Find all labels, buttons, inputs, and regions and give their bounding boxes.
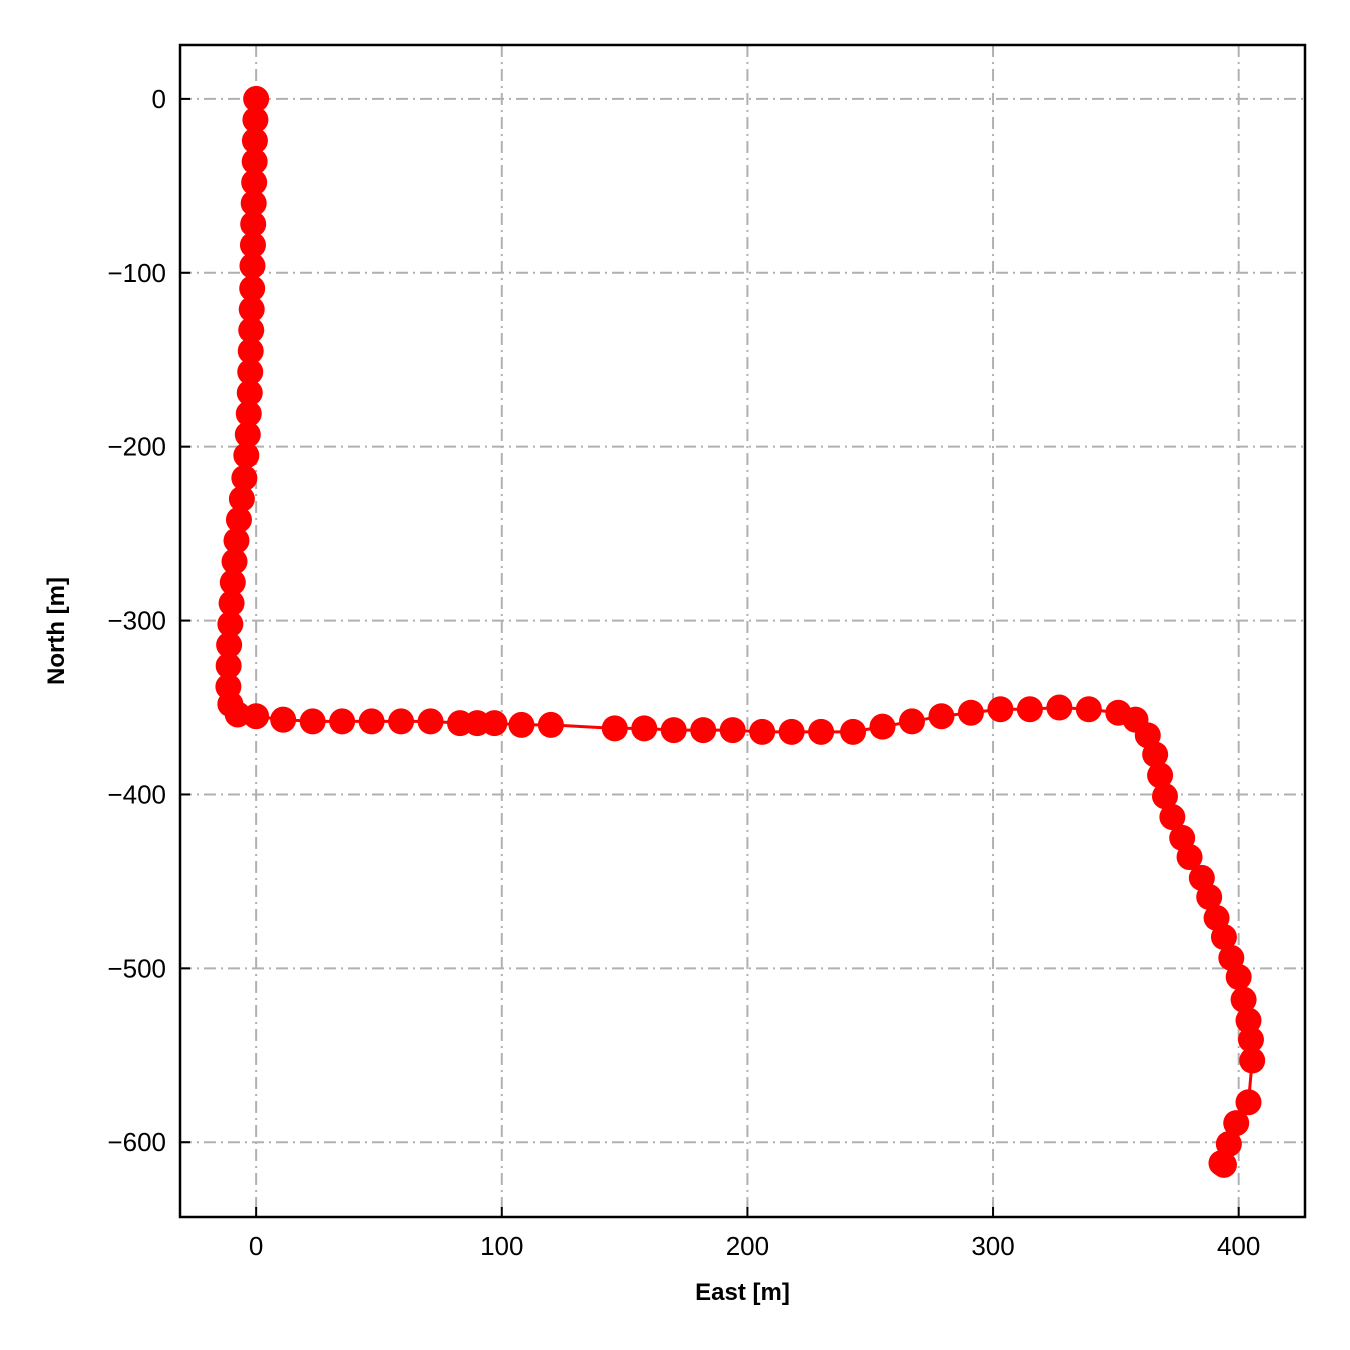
data-point [749, 718, 776, 745]
data-point [241, 127, 268, 154]
data-point [957, 699, 984, 726]
data-point [1147, 762, 1174, 789]
data-point [228, 485, 255, 512]
data-point [1210, 924, 1237, 951]
data-point [1075, 696, 1102, 723]
data-point [987, 696, 1014, 723]
data-series [215, 85, 1266, 1178]
data-point [242, 106, 269, 133]
data-point [241, 169, 268, 196]
data-point [241, 148, 268, 175]
data-point [928, 703, 955, 730]
data-point [234, 421, 261, 448]
data-point [223, 527, 250, 554]
data-point [1208, 1150, 1235, 1177]
data-point [481, 710, 508, 737]
data-point [236, 379, 263, 406]
data-point [239, 231, 266, 258]
x-tick-label: 200 [726, 1231, 769, 1261]
data-point [299, 708, 326, 735]
data-point [1159, 804, 1186, 831]
data-point [1235, 1089, 1262, 1116]
data-point [358, 708, 385, 735]
data-point [233, 442, 260, 469]
data-point [601, 715, 628, 742]
data-point [225, 506, 252, 533]
data-point [243, 703, 270, 730]
data-point [1176, 844, 1203, 871]
data-point [270, 706, 297, 733]
data-point [238, 317, 265, 344]
data-point [660, 717, 687, 744]
data-point [1237, 1026, 1264, 1053]
y-tick-label: −200 [107, 432, 166, 462]
data-point [417, 708, 444, 735]
data-point [240, 190, 267, 217]
data-point [1196, 884, 1223, 911]
data-point [537, 711, 564, 738]
y-tick-label: −500 [107, 953, 166, 983]
x-axis-label: East [m] [695, 1279, 790, 1306]
data-point [1223, 1110, 1250, 1137]
y-tick-label: −100 [107, 258, 166, 288]
data-point [216, 631, 243, 658]
data-point [869, 713, 896, 740]
data-point [631, 715, 658, 742]
data-point [1230, 986, 1257, 1013]
gridlines [180, 45, 1305, 1217]
data-point [840, 718, 867, 745]
y-tick-label: −600 [107, 1127, 166, 1157]
y-tick-label: −300 [107, 606, 166, 636]
data-point [1142, 741, 1169, 768]
data-point [1151, 783, 1178, 810]
data-point [243, 85, 270, 112]
data-point [237, 358, 264, 385]
data-point [238, 296, 265, 323]
y-axis-label: North [m] [43, 577, 70, 685]
axis-ticks: 0 100 200 300 400 0 −100 −200 −300 −400 −500 −600 [107, 84, 1260, 1261]
data-point [218, 590, 245, 617]
data-point [219, 569, 246, 596]
data-point [215, 652, 242, 679]
y-tick-label: −400 [107, 779, 166, 809]
data-point [1016, 696, 1043, 723]
x-tick-label: 0 [249, 1231, 263, 1261]
data-point [235, 400, 262, 427]
data-point [690, 717, 717, 744]
data-point [237, 338, 264, 365]
x-tick-label: 100 [480, 1231, 523, 1261]
x-tick-label: 300 [971, 1231, 1014, 1261]
data-point [329, 708, 356, 735]
data-point [217, 611, 244, 638]
data-point [898, 708, 925, 735]
data-point [1046, 694, 1073, 721]
data-point [221, 548, 248, 575]
data-point [508, 711, 535, 738]
data-point [1225, 964, 1252, 991]
data-point [808, 718, 835, 745]
data-point [239, 252, 266, 279]
data-point [239, 275, 266, 302]
data-point [1239, 1047, 1266, 1074]
data-point [388, 708, 415, 735]
data-point [1235, 1007, 1262, 1034]
data-point [719, 717, 746, 744]
y-tick-label: 0 [152, 84, 166, 114]
data-point [231, 464, 258, 491]
plot-frame [178, 43, 1307, 1219]
data-point [778, 718, 805, 745]
x-tick-label: 400 [1217, 1231, 1260, 1261]
data-point [240, 211, 267, 238]
